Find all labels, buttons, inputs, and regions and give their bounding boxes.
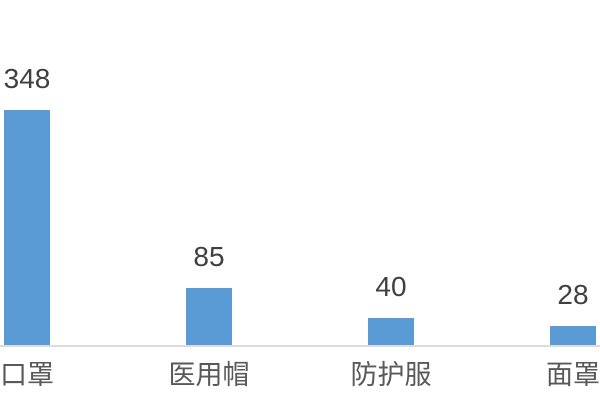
category-label-protective-suit: 防护服 (350, 360, 432, 390)
value-label-protective-suit: 40 (375, 271, 407, 302)
bar-mask (4, 110, 50, 345)
category-label-medical-cap: 医用帽 (168, 360, 250, 390)
bar-medical-cap (186, 288, 232, 345)
category-label-face-shield: 面罩 (546, 360, 600, 390)
value-label-medical-cap: 85 (193, 241, 225, 272)
category-label-mask: 口罩 (0, 360, 54, 390)
bar-face-shield (550, 326, 596, 345)
value-label-mask: 348 (3, 63, 51, 94)
bar-protective-suit (368, 318, 414, 345)
x-axis-line (0, 345, 600, 347)
value-label-face-shield: 28 (557, 279, 589, 310)
